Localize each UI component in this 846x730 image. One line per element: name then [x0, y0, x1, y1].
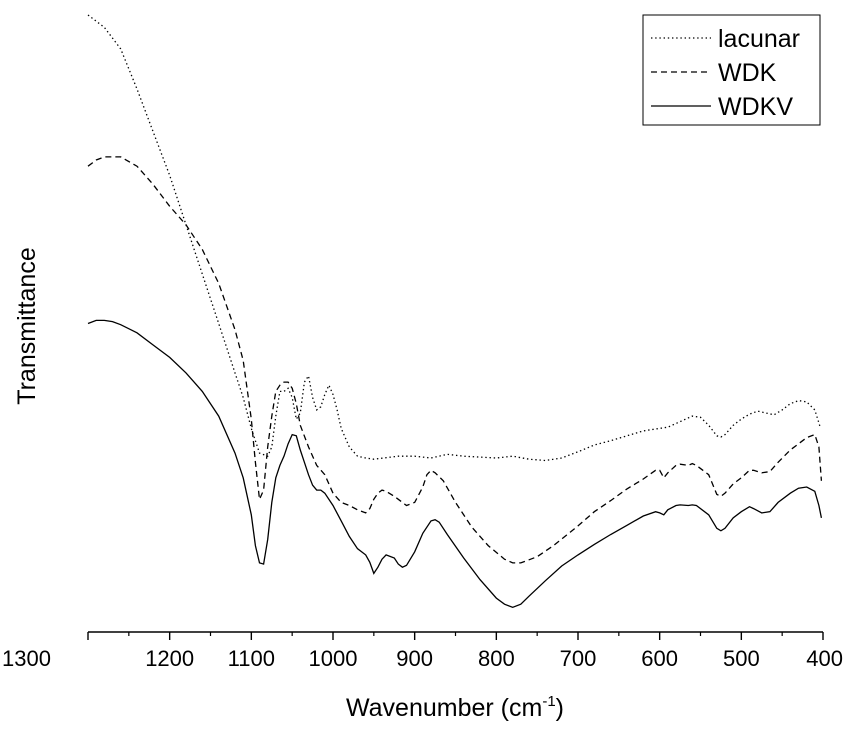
y-axis-title: Transmittance [13, 247, 41, 404]
legend-box [642, 14, 821, 126]
legend-items: lacunar WDK WDKV [651, 25, 800, 121]
x-axis-ticks: 1300 1200 1100 1000 900 800 700 600 500 400 [2, 632, 843, 671]
legend: lacunar WDK WDKV [642, 14, 821, 126]
x-tick-label: 1000 [309, 646, 358, 671]
x-tick-label: 600 [641, 646, 678, 671]
series-line-wdk [87, 156, 823, 564]
x-tick-label: 700 [560, 646, 597, 671]
x-tick-label: 800 [478, 646, 515, 671]
x-tick-label: 1100 [228, 646, 275, 671]
x-tick-label: 1200 [145, 646, 194, 671]
legend-label-wdkv: WDKV [718, 93, 793, 121]
x-tick-label: 900 [396, 646, 433, 671]
legend-label-lacunar: lacunar [718, 25, 800, 53]
series-line-lacunar [87, 14, 822, 462]
series-line-wdkv [87, 319, 823, 608]
x-axis-title: Wavenumber (cm-1) [346, 693, 564, 722]
x-axis-title-superscript: -1 [542, 693, 555, 710]
x-tick-label: 1300 [2, 646, 51, 671]
x-axis-title-close: ) [556, 694, 564, 722]
x-tick-label: 500 [723, 646, 760, 671]
x-tick-label: 400 [806, 646, 843, 671]
legend-label-wdk: WDK [718, 59, 777, 87]
series-group [87, 14, 823, 608]
x-axis-title-main: Wavenumber (cm [346, 694, 542, 722]
